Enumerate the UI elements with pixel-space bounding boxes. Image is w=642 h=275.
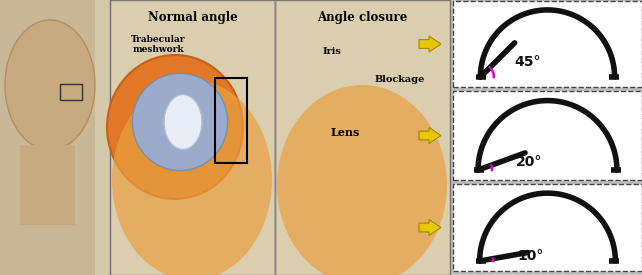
Bar xyxy=(215,78,247,163)
Text: Angle closure: Angle closure xyxy=(317,11,407,24)
Bar xyxy=(60,84,82,100)
Bar xyxy=(275,0,450,275)
Bar xyxy=(0,0,95,275)
Ellipse shape xyxy=(164,95,202,150)
Ellipse shape xyxy=(277,85,447,275)
Bar xyxy=(0,0,450,275)
Bar xyxy=(20,145,75,225)
Bar xyxy=(453,184,642,271)
Text: 45°: 45° xyxy=(515,54,541,68)
Bar xyxy=(453,91,642,180)
Text: 20°: 20° xyxy=(516,155,542,169)
Bar xyxy=(110,0,275,275)
FancyArrow shape xyxy=(419,128,441,144)
Text: Lens: Lens xyxy=(331,127,360,138)
Ellipse shape xyxy=(112,80,272,275)
Text: Blockage: Blockage xyxy=(375,75,426,84)
Bar xyxy=(453,1,642,87)
FancyArrow shape xyxy=(419,36,441,52)
Text: Trabecular
meshwork: Trabecular meshwork xyxy=(131,35,186,54)
Text: Iris: Iris xyxy=(323,47,342,56)
FancyArrow shape xyxy=(419,219,441,235)
Text: Normal angle: Normal angle xyxy=(148,11,238,24)
Ellipse shape xyxy=(5,20,95,150)
Ellipse shape xyxy=(132,73,228,170)
Text: 10°: 10° xyxy=(517,249,543,263)
Ellipse shape xyxy=(107,55,243,199)
